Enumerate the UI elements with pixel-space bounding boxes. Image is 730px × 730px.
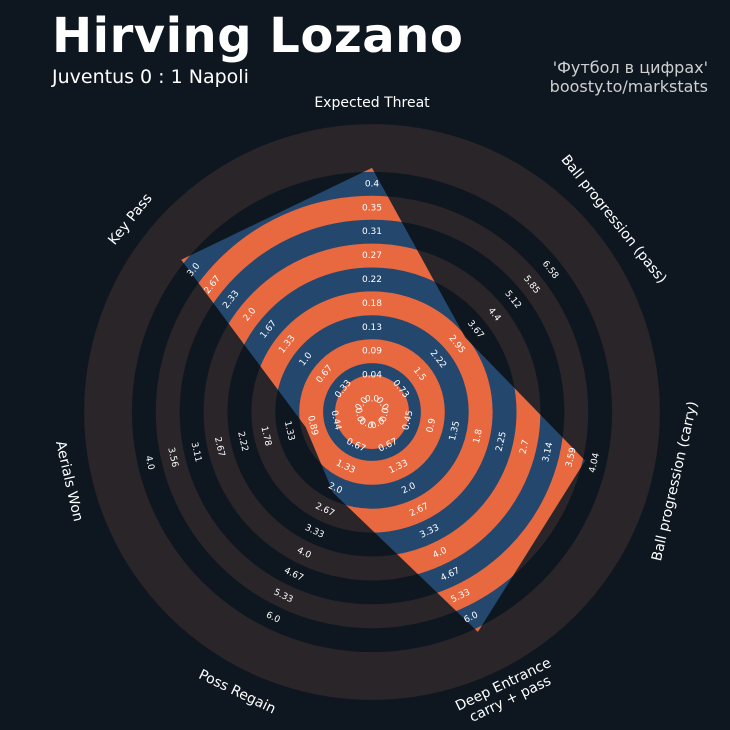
axis-tick-label: 0.31 bbox=[362, 227, 382, 237]
axis-tick-label: 0.22 bbox=[362, 275, 382, 285]
axis-tick-label: 4.04 bbox=[588, 452, 602, 474]
player-name-title: Hirving Lozano bbox=[52, 8, 464, 64]
source-url: boosty.to/markstats bbox=[549, 77, 708, 96]
value-band bbox=[299, 339, 445, 485]
axis-label: Expected Threat bbox=[314, 95, 430, 111]
axis-tick-label: 0.27 bbox=[362, 251, 382, 261]
axis-tick-label: 2.25 bbox=[495, 431, 509, 453]
axis-tick-label: 3.11 bbox=[189, 441, 203, 463]
axis-tick-label: 0.45 bbox=[401, 409, 415, 431]
axis-tick-label: 0.4 bbox=[365, 179, 380, 189]
value-band bbox=[335, 375, 409, 449]
source-credit: 'Футбол в цифрах' bbox=[552, 58, 708, 77]
axis-tick-label: 3.14 bbox=[541, 441, 555, 463]
axis-tick-label: 2.7 bbox=[519, 439, 532, 455]
axis-label: Aerials Won bbox=[52, 439, 86, 523]
axis-tick-label: 0.44 bbox=[328, 409, 342, 431]
axis-tick-label: 0.9 bbox=[425, 417, 438, 433]
axis-tick-label: 0.0 bbox=[365, 395, 380, 405]
axis-tick-label: 0.09 bbox=[362, 347, 382, 357]
axis-tick-label: 2.22 bbox=[235, 431, 249, 453]
match-score-subtitle: Juventus 0 : 1 Napoli bbox=[52, 66, 249, 88]
axis-tick-label: 0.04 bbox=[362, 371, 382, 381]
axis-tick-label: 3.56 bbox=[165, 447, 179, 469]
axis-tick-label: 1.78 bbox=[259, 425, 273, 447]
axis-tick-label: 1.8 bbox=[472, 428, 485, 444]
axis-tick-label: 0.89 bbox=[305, 415, 319, 437]
axis-tick-label: 3.59 bbox=[564, 446, 578, 468]
axis-tick-label: 0.35 bbox=[362, 203, 382, 213]
axis-tick-label: 0.0 bbox=[379, 407, 392, 423]
axis-tick-label: 2.67 bbox=[212, 436, 226, 458]
axis-tick-label: 1.35 bbox=[448, 420, 462, 442]
axis-tick-label: 4.0 bbox=[143, 455, 156, 471]
axis-tick-label: 1.33 bbox=[282, 420, 296, 442]
axis-tick-label: 0.13 bbox=[362, 323, 382, 333]
axis-tick-label: 0.0 bbox=[352, 407, 365, 423]
axis-tick-label: 0.18 bbox=[362, 299, 382, 309]
